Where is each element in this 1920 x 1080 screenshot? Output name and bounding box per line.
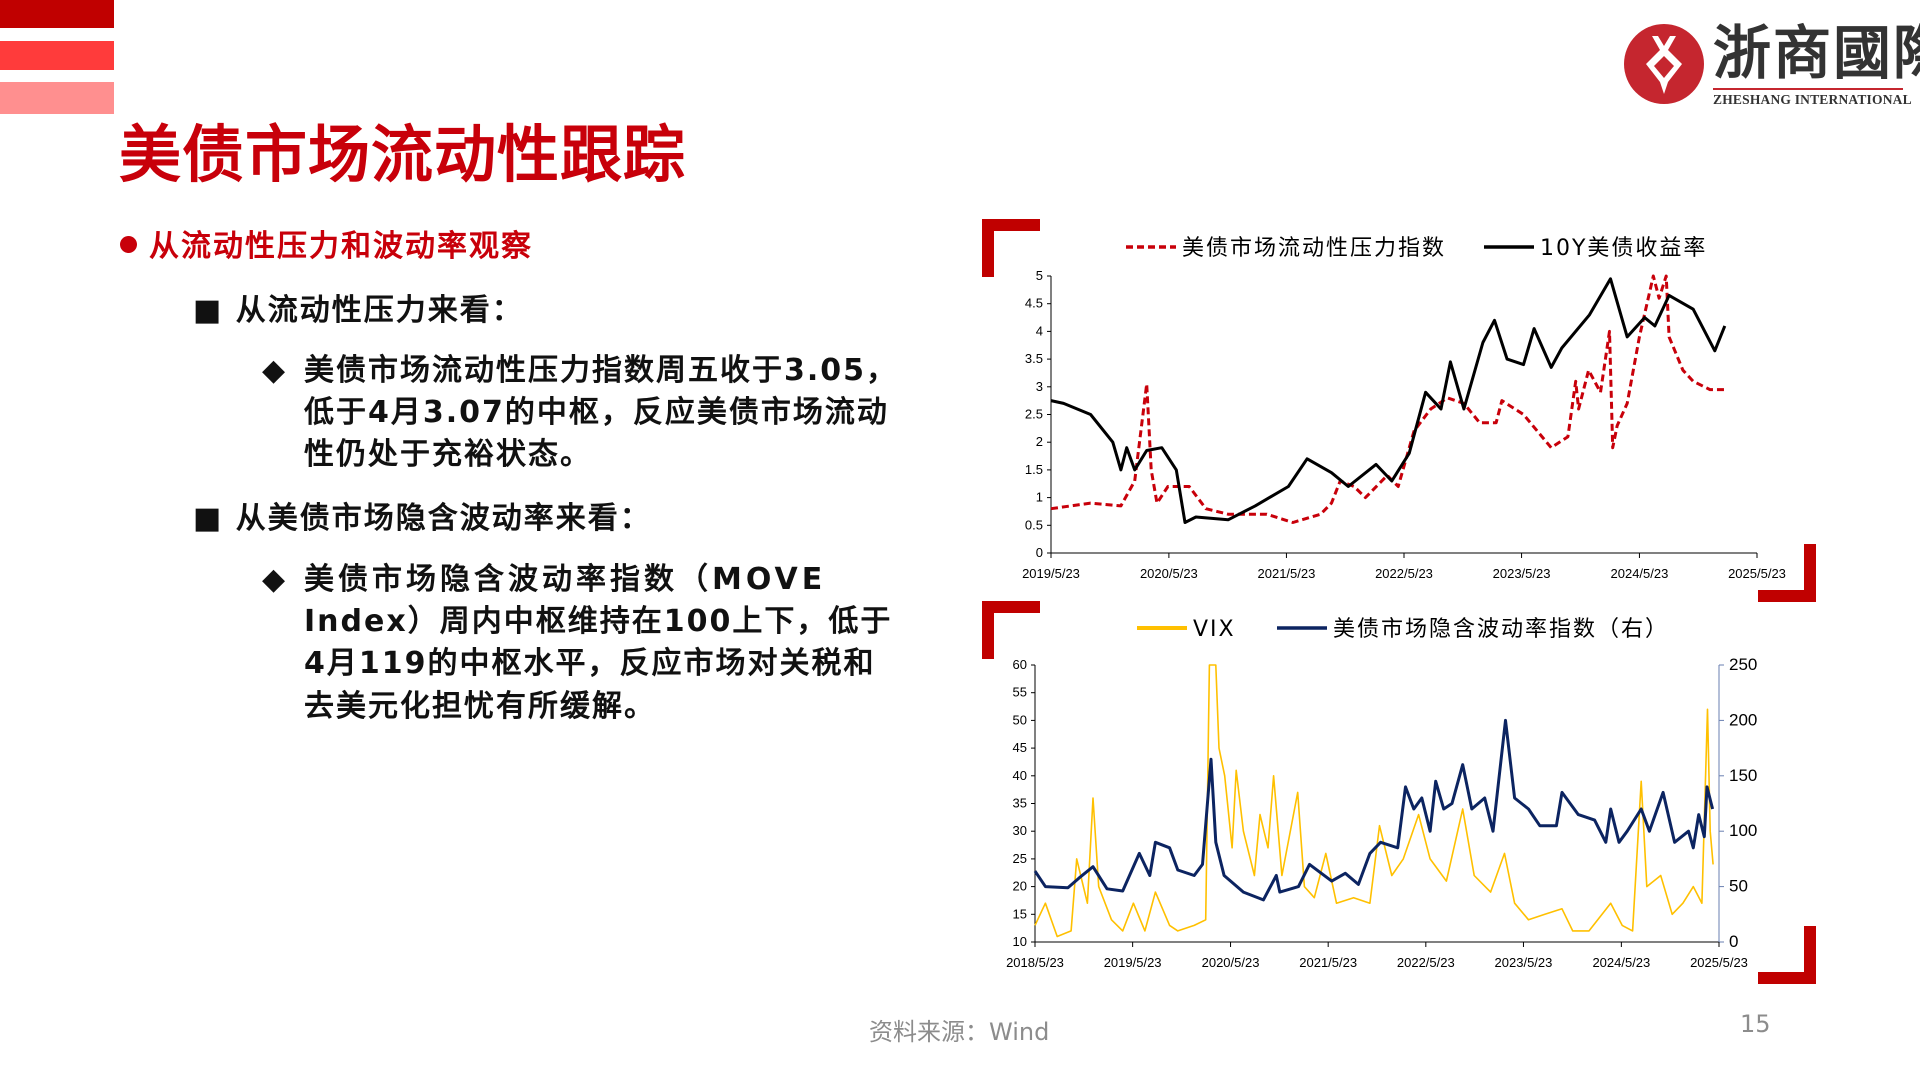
y2-tick-label: 150: [1729, 766, 1757, 785]
square-bullet-icon: ■: [193, 501, 236, 536]
y-tick-label: 20: [1013, 879, 1027, 894]
y-tick-label: 45: [1013, 740, 1027, 755]
header-bar-dark: [0, 0, 114, 28]
section-heading-text: 从流动性压力来看：: [235, 293, 524, 328]
series-line-2: [1050, 277, 1727, 524]
y-tick-label: 50: [1013, 712, 1027, 727]
section-line: 美债市场流动性压力指数周五收于3.05，: [304, 353, 899, 388]
x-tick-label: 2018/5/23: [1006, 955, 1064, 970]
section-line: 去美元化担忧有所缓解。: [304, 689, 656, 724]
bracket-corner-bottom-right: [1758, 926, 1816, 984]
source-note: 资料来源：Wind: [869, 1018, 1050, 1046]
y-tick-label: 55: [1013, 685, 1027, 700]
section-line: 低于4月3.07的中枢，反应美债市场流动: [304, 395, 889, 430]
diamond-bullet-icon: ◆: [262, 353, 286, 388]
y-tick-label: 0.5: [1025, 517, 1043, 532]
y-tick-label: 3: [1036, 379, 1043, 394]
x-tick-label: 2021/5/23: [1258, 566, 1316, 581]
page-number: 15: [1740, 1010, 1771, 1038]
main-bullet: 从流动性压力和波动率观察: [120, 228, 533, 266]
y-tick-label: 0: [1036, 545, 1043, 560]
x-tick-label: 2022/5/23: [1397, 955, 1455, 970]
square-bullet-icon: ■: [193, 293, 236, 328]
bracket-corner-top-left: [982, 601, 1040, 659]
y-tick-label: 3.5: [1025, 351, 1043, 366]
y-tick-label: 4: [1036, 323, 1043, 338]
header-bar-mid: [0, 41, 114, 70]
legend-label: 美债市场流动性压力指数: [1182, 236, 1446, 261]
x-tick-label: 2024/5/23: [1611, 566, 1669, 581]
section-line: 4月119的中枢水平，反应市场对关税和: [304, 646, 876, 681]
section-line: 美债市场隐含波动率指数（MOVE: [304, 562, 827, 597]
section-heading: ■ 从美债市场隐含波动率来看：: [193, 500, 652, 538]
header-bar-light: [0, 82, 114, 114]
y-tick-label: 2.5: [1025, 407, 1043, 422]
section-line: Index）周内中枢维持在100上下，低于: [304, 604, 893, 639]
y2-tick-label: 100: [1729, 821, 1757, 840]
x-tick-label: 2023/5/23: [1495, 955, 1553, 970]
y-tick-label: 1.5: [1025, 462, 1043, 477]
x-tick-label: 2022/5/23: [1375, 566, 1433, 581]
logo-divider: [1713, 88, 1903, 90]
page-title: 美债市场流动性跟踪: [119, 118, 687, 191]
y2-tick-label: 200: [1729, 710, 1757, 729]
y-tick-label: 4.5: [1025, 296, 1043, 311]
y2-tick-label: 0: [1729, 932, 1738, 951]
legend-label: 美债市场隐含波动率指数（右）: [1333, 617, 1669, 642]
x-tick-label: 2019/5/23: [1022, 566, 1080, 581]
logo-name-en: ZHESHANG INTERNATIONAL: [1713, 92, 1912, 107]
y-tick-label: 25: [1013, 851, 1027, 866]
section-heading-text: 从美债市场隐含波动率来看：: [235, 501, 652, 536]
x-tick-label: 2019/5/23: [1104, 955, 1162, 970]
logo-emblem-icon: [1624, 24, 1704, 104]
y2-tick-label: 250: [1729, 655, 1757, 674]
x-tick-label: 2025/5/23: [1690, 955, 1748, 970]
x-tick-label: 2023/5/23: [1493, 566, 1551, 581]
x-tick-label: 2020/5/23: [1202, 955, 1260, 970]
legend-label: 10Y美债收益率: [1540, 236, 1707, 261]
legend-label: VIX: [1193, 617, 1236, 642]
logo-name-cn: 浙商國際: [1713, 19, 1920, 87]
diamond-bullet-icon: ◆: [262, 562, 286, 597]
bracket-corner-bottom-right: [1758, 544, 1816, 602]
series-line-2: [1033, 718, 1715, 902]
series-line-1: [1050, 274, 1725, 524]
bullet-dot-icon: [120, 236, 137, 253]
y-tick-label: 2: [1036, 434, 1043, 449]
section-line: 性仍处于充裕状态。: [304, 437, 592, 472]
x-tick-label: 2024/5/23: [1592, 955, 1650, 970]
y-tick-label: 15: [1013, 906, 1027, 921]
y-tick-label: 40: [1013, 768, 1027, 783]
series-line-1: [1034, 664, 1714, 938]
y2-tick-label: 50: [1729, 877, 1748, 896]
x-tick-label: 2020/5/23: [1140, 566, 1198, 581]
section-heading: ■ 从流动性压力来看：: [193, 292, 524, 330]
bracket-corner-top-left: [982, 219, 1040, 277]
main-bullet-text: 从流动性压力和波动率观察: [149, 229, 533, 264]
company-logo: 浙商國際 ZHESHANG INTERNATIONAL: [1620, 18, 1920, 110]
y-tick-label: 10: [1013, 934, 1027, 949]
y-tick-label: 30: [1013, 823, 1027, 838]
x-tick-label: 2021/5/23: [1299, 955, 1357, 970]
y-tick-label: 1: [1036, 490, 1043, 505]
y-tick-label: 35: [1013, 796, 1027, 811]
